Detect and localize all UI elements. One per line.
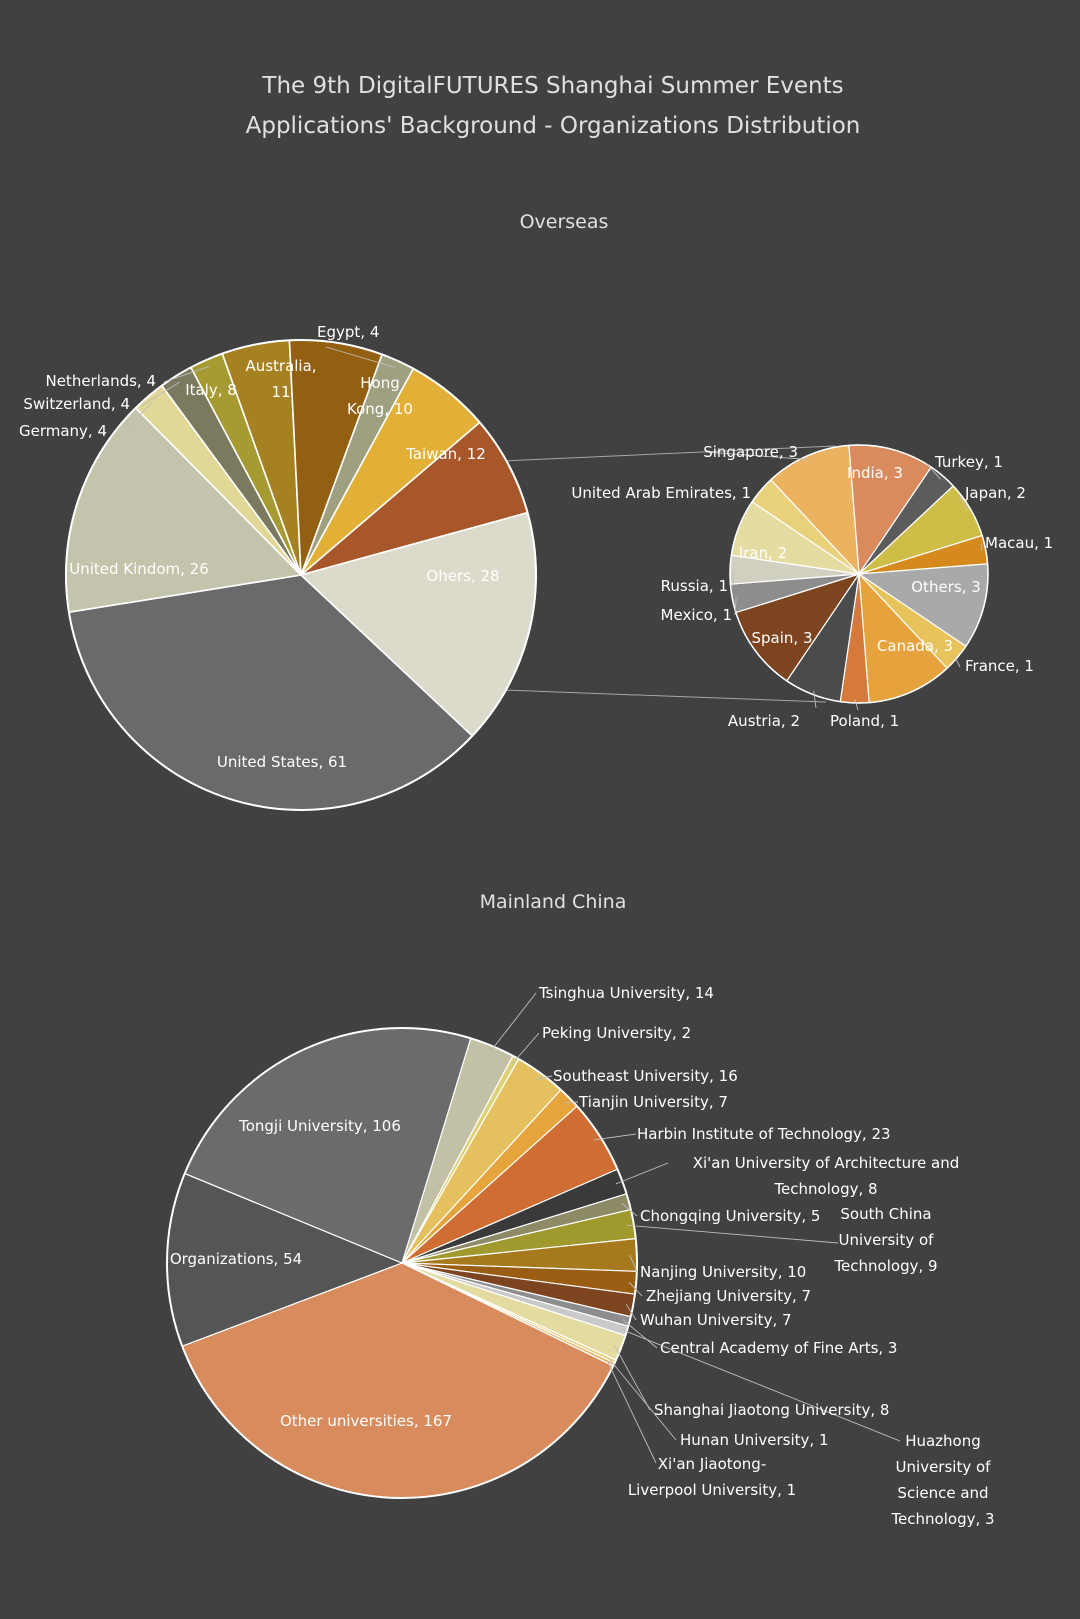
- data-label-japan: Japan, 2: [964, 484, 1026, 502]
- leader-line-germany: [121, 401, 154, 434]
- leader-line-france: [953, 655, 961, 668]
- leader-line-macau: [980, 543, 983, 551]
- leader-line-switzerland: [140, 381, 181, 407]
- data-label-central-academy-of-fine-arts: Central Academy of Fine Arts, 3: [660, 1339, 897, 1357]
- mainland-title: Mainland China: [480, 891, 627, 913]
- data-label-huazhong-university-of-science-and-technology: Huazhong University of Science and Technolo…: [890, 1432, 994, 1528]
- data-label-peking-university: Peking University, 2: [542, 1024, 691, 1042]
- leader-line-poland: [854, 698, 859, 711]
- connector-lines: [502, 445, 836, 703]
- connector-line-bottom: [502, 689, 827, 703]
- data-label-others: Others, 3: [911, 578, 981, 596]
- data-label-poland: Poland, 1: [830, 712, 899, 730]
- leader-line-wuhan-university: [625, 1303, 637, 1321]
- data-label-tsinghua-university: Tsinghua University, 14: [538, 984, 714, 1002]
- data-label-xi-an-university-of-architecture-and-technology: Xi'an University of Architecture and Tech…: [693, 1154, 960, 1198]
- data-label-shanghai-jiaotong-university: Shanghai Jiaotong University, 8: [654, 1401, 889, 1419]
- data-label-russia: Russia, 1: [661, 577, 728, 595]
- data-label-taiwan: Taiwan, 12: [405, 445, 486, 463]
- overseas-title: Overseas: [520, 211, 609, 233]
- data-label-other-universities: Other universities, 167: [280, 1412, 452, 1430]
- leader-line-harbin-institute-of-technology: [593, 1133, 637, 1141]
- pie-rim: [166, 1027, 638, 1499]
- leader-line-south-china-university-of-technology: [626, 1224, 839, 1244]
- leader-line-zhejiang-university: [628, 1281, 643, 1297]
- leader-line-tsinghua-university: [489, 992, 537, 1053]
- pie-rim: [729, 444, 989, 704]
- data-label-hunan-university: Hunan University, 1: [680, 1431, 829, 1449]
- leader-line-netherlands: [163, 365, 210, 383]
- data-label-canada: Canada, 3: [877, 637, 953, 655]
- data-label-nanjing-university: Nanjing University, 10: [640, 1263, 806, 1281]
- data-label-ohers: Ohers, 28: [426, 567, 499, 585]
- leader-line-chongqing-university: [621, 1203, 638, 1217]
- data-label-egypt: Egypt, 4: [317, 323, 379, 341]
- connector-line-top: [502, 445, 836, 462]
- chart-title-line-1: The 9th DigitalFUTURES Shanghai Summer E…: [261, 73, 843, 99]
- data-label-germany: Germany, 4: [19, 422, 107, 440]
- pie-rim: [65, 339, 537, 811]
- data-label-india: India, 3: [847, 464, 903, 482]
- data-label-southeast-university: Southeast University, 16: [553, 1067, 738, 1085]
- leader-line-southeast-university: [536, 1075, 553, 1080]
- data-label-harbin-institute-of-technology: Harbin Institute of Technology, 23: [637, 1125, 891, 1143]
- data-label-united-kindom: United Kindom, 26: [69, 560, 209, 578]
- chart-title-line-2: Applications' Background - Organizations…: [246, 113, 861, 139]
- data-label-wuhan-university: Wuhan University, 7: [640, 1311, 792, 1329]
- data-label-mexico: Mexico, 1: [661, 606, 732, 624]
- leader-line-nanjing-university: [629, 1255, 638, 1273]
- leader-line-singapore: [705, 451, 809, 460]
- data-label-united-states: United States, 61: [217, 753, 347, 771]
- data-label-united-arab-emirates: United Arab Emirates, 1: [571, 484, 751, 502]
- leader-line-mexico: [734, 597, 737, 616]
- data-label-hong-kong: Hong Kong, 10: [347, 374, 413, 418]
- data-label-zhejiang-university: Zhejiang University, 7: [646, 1287, 811, 1305]
- leader-line-hunan-university: [608, 1358, 677, 1441]
- overseas-others-pie: India, 3 Turkey, 1 Japan, 2 Macau, 1 Others,…: [571, 443, 1053, 730]
- data-label-south-china-university-of-technology: South China University of Technology, 9: [833, 1205, 937, 1275]
- leader-line-tianjin-university: [564, 1101, 579, 1104]
- data-label-iran: Iran, 2: [739, 544, 787, 562]
- data-label-australia: Australia, 11: [245, 357, 316, 401]
- leader-line-egypt: [325, 346, 396, 368]
- data-label-france: France, 1: [965, 657, 1034, 675]
- overseas-pie: Taiwan, 12 Ohers, 28 United States, 61 Unit…: [19, 323, 537, 811]
- data-label-organizations: Organizations, 54: [170, 1250, 302, 1268]
- leader-line-central-academy-of-fine-arts: [622, 1319, 658, 1349]
- leader-line-xi-an-university-of-architecture-and-technology: [615, 1162, 669, 1185]
- data-label-switzerland: Switzerland, 4: [23, 395, 130, 413]
- data-label-chongqing-university: Chongqing University, 5: [640, 1207, 820, 1225]
- leader-line-japan: [958, 493, 968, 512]
- leader-line-xi-an-jiaotong-liverpool-university: [607, 1361, 657, 1464]
- data-label-italy: Italy, 8: [185, 381, 237, 399]
- data-label-macau: Macau, 1: [985, 534, 1053, 552]
- leader-line-russia: [732, 569, 735, 587]
- data-label-turkey: Turkey, 1: [934, 453, 1003, 471]
- leader-line-huazhong-university-of-science-and-technology: [620, 1328, 901, 1442]
- data-label-xi-an-jiaotong-liverpool-university: Xi'an Jiaotong-Liverpool University, 1: [628, 1455, 796, 1499]
- leader-line-shanghai-jiaotong-university: [614, 1345, 651, 1411]
- leader-line-turkey: [925, 462, 941, 480]
- data-label-tianjin-university: Tianjin University, 7: [578, 1093, 728, 1111]
- data-label-tongji-university: Tongji University, 106: [238, 1117, 401, 1135]
- data-label-spain: Spain, 3: [752, 629, 813, 647]
- data-label-austria: Austria, 2: [728, 712, 800, 730]
- mainland-pie: Tsinghua University, 14 Peking University…: [166, 984, 995, 1528]
- leader-line-austria: [813, 690, 817, 709]
- leader-line-peking-university: [512, 1032, 540, 1064]
- data-label-singapore: Singapore, 3: [703, 443, 798, 461]
- data-label-netherlands: Netherlands, 4: [45, 372, 156, 390]
